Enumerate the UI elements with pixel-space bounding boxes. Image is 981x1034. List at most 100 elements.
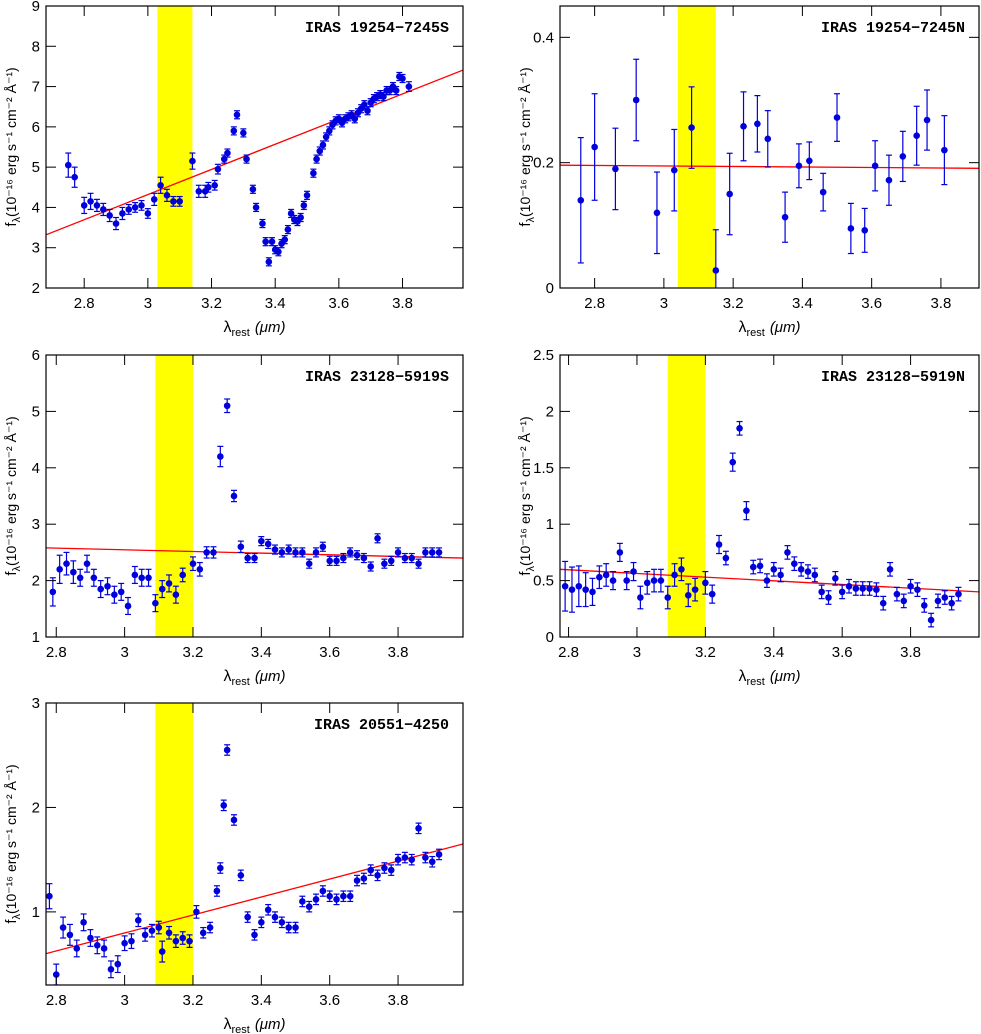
data-point xyxy=(861,227,869,234)
data-point xyxy=(346,892,354,900)
y-label-unit: (10⁻¹⁶ erg s⁻¹ cm⁻² Å⁻¹) xyxy=(3,764,19,914)
x-label-symbol: λ xyxy=(738,668,746,685)
data-point xyxy=(811,571,819,579)
y-axis-label: fλ(10⁻¹⁶ erg s⁻¹ cm⁻² Å⁻¹) xyxy=(517,67,537,226)
data-point xyxy=(189,157,196,165)
data-point xyxy=(353,551,361,559)
data-point xyxy=(93,942,101,949)
y-tick-label: 0 xyxy=(546,280,554,297)
x-axis-label: λrest (μm) xyxy=(223,319,285,339)
data-point xyxy=(111,591,118,598)
data-point xyxy=(346,549,354,556)
band xyxy=(155,703,193,985)
data-point xyxy=(913,132,920,140)
data-point xyxy=(158,948,166,955)
x-tick-label: 2.8 xyxy=(46,992,67,1009)
data-point xyxy=(305,560,313,567)
plot-area xyxy=(46,355,463,637)
x-tick-label: 3.8 xyxy=(930,295,951,312)
data-point xyxy=(87,934,94,942)
y-tick-label: 2 xyxy=(32,280,40,297)
data-point xyxy=(819,188,827,196)
data-point xyxy=(292,549,299,556)
x-label-symbol: λ xyxy=(223,1016,231,1033)
data-point xyxy=(736,425,743,432)
data-point xyxy=(589,588,596,596)
y-label-symbol: f xyxy=(3,919,20,924)
data-point xyxy=(353,877,361,884)
data-point xyxy=(934,597,942,605)
x-tick-label: 3.4 xyxy=(265,295,286,312)
data-point xyxy=(83,560,91,567)
data-point xyxy=(107,966,115,973)
data-point xyxy=(428,549,436,556)
data-point xyxy=(186,937,193,945)
data-point xyxy=(138,202,145,209)
data-point xyxy=(561,582,569,590)
x-label-symbol: λ xyxy=(223,668,231,685)
data-point xyxy=(920,602,928,609)
y-tick-label: 1 xyxy=(32,904,40,921)
x-tick-label: 2.8 xyxy=(584,295,605,312)
data-point xyxy=(141,931,149,939)
data-point xyxy=(941,594,949,601)
data-point xyxy=(152,599,159,607)
plot-area xyxy=(560,6,979,288)
data-point xyxy=(784,549,791,556)
data-point xyxy=(165,580,173,587)
data-point xyxy=(886,566,894,573)
data-point xyxy=(76,574,84,582)
data-point xyxy=(252,204,260,211)
data-point xyxy=(244,554,251,562)
axes-frame xyxy=(45,5,464,289)
data-point xyxy=(285,924,292,931)
data-point xyxy=(691,586,699,593)
data-point xyxy=(612,165,619,173)
data-point xyxy=(312,549,320,556)
data-point xyxy=(333,557,340,565)
panel-title: IRAS 19254−7245S xyxy=(305,20,449,37)
x-tick-label: 3 xyxy=(120,992,128,1009)
data-point xyxy=(157,181,164,189)
data-point xyxy=(299,898,306,905)
data-point xyxy=(401,854,409,861)
data-point xyxy=(71,173,78,181)
data-point xyxy=(684,591,692,599)
data-point xyxy=(712,267,720,274)
y-tick-label: 7 xyxy=(32,79,40,96)
data-point xyxy=(900,597,908,605)
x-label-unit: (μm) xyxy=(255,668,286,685)
data-point xyxy=(797,566,805,573)
data-point xyxy=(310,169,317,177)
plot-area xyxy=(46,6,463,288)
data-point xyxy=(394,549,402,556)
data-point xyxy=(80,919,87,926)
data-point xyxy=(367,866,375,874)
data-point xyxy=(179,934,187,942)
data-point xyxy=(319,887,327,895)
y-tick-label: 2 xyxy=(32,573,40,590)
y-tick-label: 6 xyxy=(32,347,40,364)
fit-line xyxy=(46,69,463,236)
fit-line xyxy=(46,843,463,955)
data-point xyxy=(428,858,436,866)
data-point xyxy=(278,919,286,926)
data-point xyxy=(285,546,292,553)
data-point xyxy=(749,563,757,571)
y-label-symbol: f xyxy=(517,222,534,227)
data-point xyxy=(804,568,812,575)
data-point xyxy=(781,213,789,221)
panel-title: IRAS 19254−7245N xyxy=(821,20,965,37)
y-axis-label: fλ(10⁻¹⁶ erg s⁻¹ cm⁻² Å⁻¹) xyxy=(517,416,537,575)
x-tick-label: 3.4 xyxy=(763,644,784,661)
data-point xyxy=(381,864,388,872)
data-point xyxy=(251,554,258,562)
x-tick-label: 3.2 xyxy=(183,992,204,1009)
panel: 2.8 3 3.2 3.4 3.6 3.8 0 0.5 1 1.5 2 2.5 IRAS 23128−5… xyxy=(517,347,980,688)
data-point xyxy=(777,571,784,579)
data-point xyxy=(435,549,443,556)
data-point xyxy=(240,129,247,137)
x-axis-label: λrest (μm) xyxy=(738,668,800,688)
data-point xyxy=(609,577,617,584)
